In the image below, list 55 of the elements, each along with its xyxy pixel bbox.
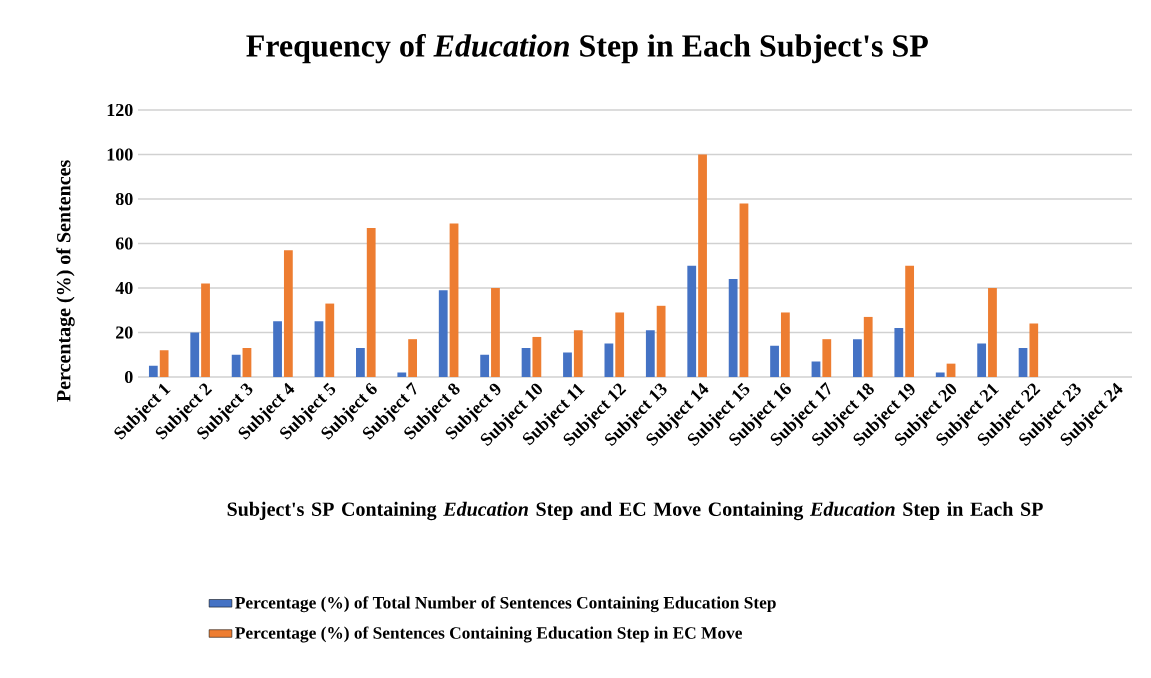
bar	[770, 345, 779, 377]
bar	[615, 312, 625, 377]
y-axis-title: Percentage (%) of Sentences	[56, 160, 75, 402]
bar	[977, 343, 987, 377]
legend-label: Percentage (%) of Total Number of Sentences Containing Education Step	[235, 596, 776, 613]
bar	[480, 354, 490, 377]
bar	[438, 290, 448, 377]
y-tick-label: 0	[124, 370, 133, 384]
y-tick-label: 100	[107, 148, 133, 161]
bar	[687, 265, 697, 377]
bar	[894, 328, 904, 377]
bar	[273, 321, 282, 377]
bar	[935, 372, 945, 377]
bar	[853, 339, 862, 377]
bar	[325, 303, 335, 377]
bar	[366, 227, 376, 377]
bar	[656, 305, 666, 377]
bar	[811, 361, 821, 377]
bar	[604, 343, 614, 377]
bar	[283, 250, 293, 377]
y-tick-label: 40	[115, 281, 133, 295]
bar	[780, 312, 790, 377]
bar	[1018, 348, 1028, 377]
bar	[231, 354, 241, 377]
bar	[988, 288, 997, 377]
y-tick-label: 120	[107, 103, 133, 117]
bar	[190, 332, 200, 377]
bar	[491, 288, 500, 377]
bar	[521, 348, 531, 377]
bar	[201, 283, 210, 377]
bar	[698, 154, 707, 377]
bar	[356, 348, 365, 377]
bar	[242, 348, 252, 377]
bar	[1029, 323, 1039, 377]
bar	[905, 265, 915, 377]
legend-label: Percentage (%) of Sentences Containing Education Step in EC Move	[235, 626, 742, 643]
x-axis-title: Subject's SP Containing Education Step and EC Move Containing Education Step in Each SP	[227, 501, 1043, 521]
bar	[573, 330, 583, 377]
bar	[148, 365, 158, 377]
bar	[314, 321, 324, 377]
bar	[822, 339, 832, 377]
bar	[449, 223, 459, 377]
bar	[532, 336, 542, 377]
bar	[397, 372, 407, 377]
chart-title: Frequency of Education Step in Each Subject's SP	[246, 33, 928, 64]
y-tick-label: 80	[115, 192, 133, 206]
bar	[645, 330, 655, 377]
y-tick-label: 60	[115, 237, 133, 250]
bar	[159, 350, 169, 377]
bar	[739, 203, 749, 377]
y-tick-label: 20	[116, 326, 133, 339]
bar	[863, 316, 873, 377]
bar	[563, 352, 572, 377]
bar	[728, 279, 738, 377]
bar	[408, 339, 418, 377]
